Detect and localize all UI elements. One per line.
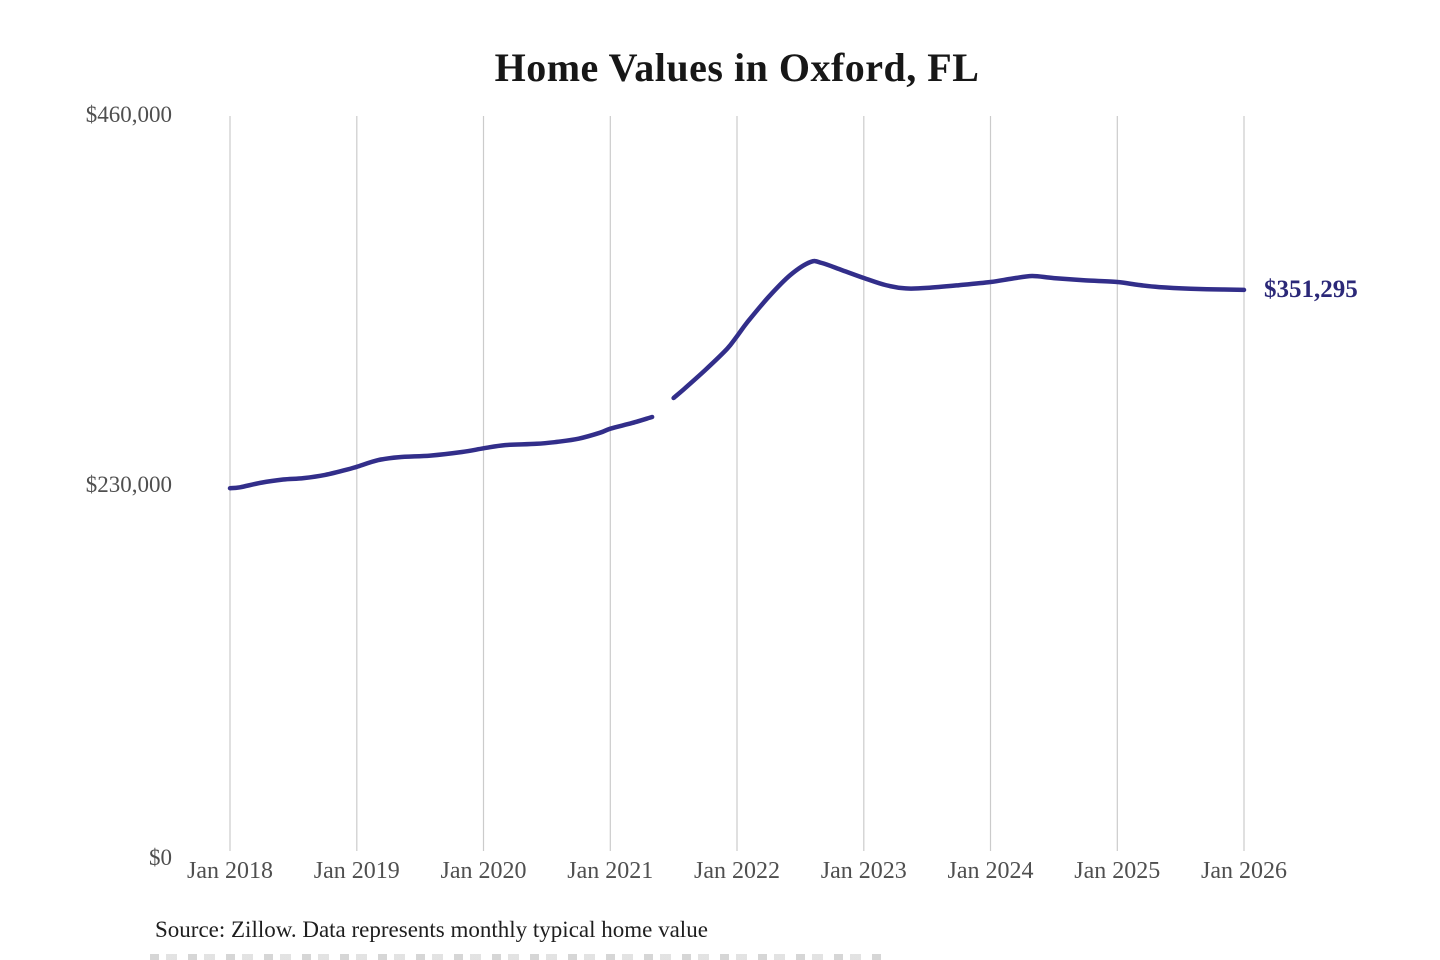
x-tick-label: Jan 2022	[694, 858, 780, 884]
value-line-segment	[671, 258, 1247, 401]
value-line-segment	[227, 414, 655, 491]
latest-value-label: $351,295	[1264, 275, 1358, 303]
y-tick-label: $460,000	[85, 102, 172, 127]
source-note: Source: Zillow. Data represents monthly …	[155, 917, 708, 942]
x-tick-label: Jan 2020	[440, 858, 527, 884]
chart-title: Home Values in Oxford, FL	[494, 45, 980, 90]
y-tick-label: $230,000	[85, 472, 172, 497]
x-tick-label: Jan 2019	[313, 858, 400, 884]
x-tick-label: Jan 2026	[1201, 858, 1287, 884]
x-tick-label: Jan 2021	[567, 858, 654, 884]
x-tick-label: Jan 2018	[187, 858, 273, 884]
y-tick-label: $0	[149, 845, 172, 870]
clipped-text-row	[150, 954, 882, 960]
x-tick-label: Jan 2024	[947, 858, 1034, 884]
x-tick-label: Jan 2025	[1074, 858, 1161, 884]
x-tick-label: Jan 2023	[820, 858, 907, 884]
